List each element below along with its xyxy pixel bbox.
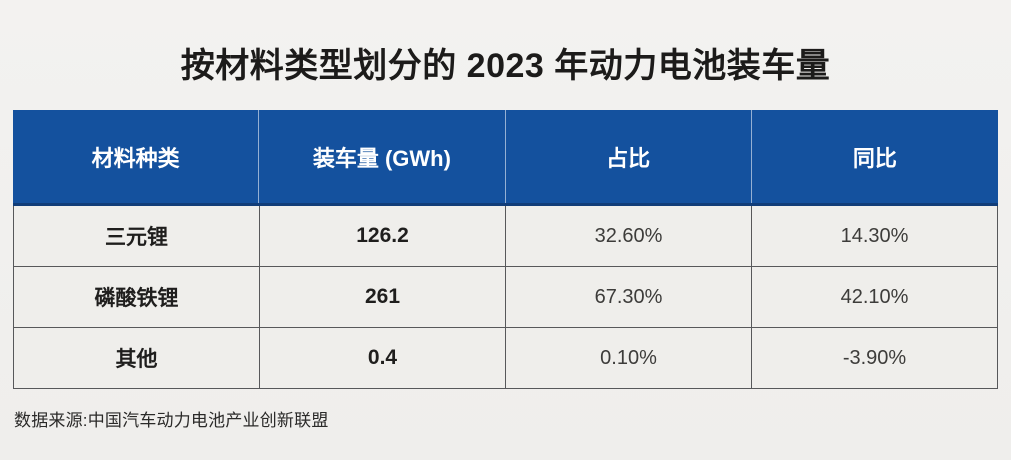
table-row-other: 其他 0.4 0.10% -3.90% bbox=[14, 327, 998, 388]
cell-share: 32.60% bbox=[506, 206, 752, 266]
cell-volume: 0.4 bbox=[260, 328, 506, 388]
header-share: 占比 bbox=[506, 110, 752, 203]
header-installed-volume: 装车量 (GWh) bbox=[259, 110, 506, 203]
data-source-note: 数据来源:中国汽车动力电池产业创新联盟 bbox=[14, 411, 329, 430]
header-material-type: 材料种类 bbox=[13, 110, 260, 203]
cell-yoy: 42.10% bbox=[752, 267, 998, 327]
table-header-row: 材料种类 装车量 (GWh) 占比 同比 bbox=[13, 110, 998, 206]
cell-yoy: 14.30% bbox=[752, 206, 998, 266]
cell-volume: 126.2 bbox=[260, 206, 506, 266]
cell-yoy: -3.90% bbox=[752, 328, 998, 388]
cell-material: 三元锂 bbox=[14, 206, 260, 266]
page-title: 按材料类型划分的 2023 年动力电池装车量 bbox=[180, 47, 831, 85]
cell-material: 其他 bbox=[14, 328, 260, 388]
battery-table: 材料种类 装车量 (GWh) 占比 同比 三元锂 126.2 32.60% 14… bbox=[13, 110, 998, 389]
table-body: 三元锂 126.2 32.60% 14.30% 磷酸铁锂 261 67.30% … bbox=[13, 206, 998, 389]
cell-material: 磷酸铁锂 bbox=[14, 267, 260, 327]
cell-volume: 261 bbox=[260, 267, 506, 327]
table-row-ternary-lithium: 三元锂 126.2 32.60% 14.30% bbox=[14, 206, 998, 266]
table-row-lfp: 磷酸铁锂 261 67.30% 42.10% bbox=[14, 266, 998, 327]
header-yoy: 同比 bbox=[852, 145, 897, 171]
cell-share: 67.30% bbox=[506, 267, 752, 327]
cell-share: 0.10% bbox=[506, 328, 752, 388]
